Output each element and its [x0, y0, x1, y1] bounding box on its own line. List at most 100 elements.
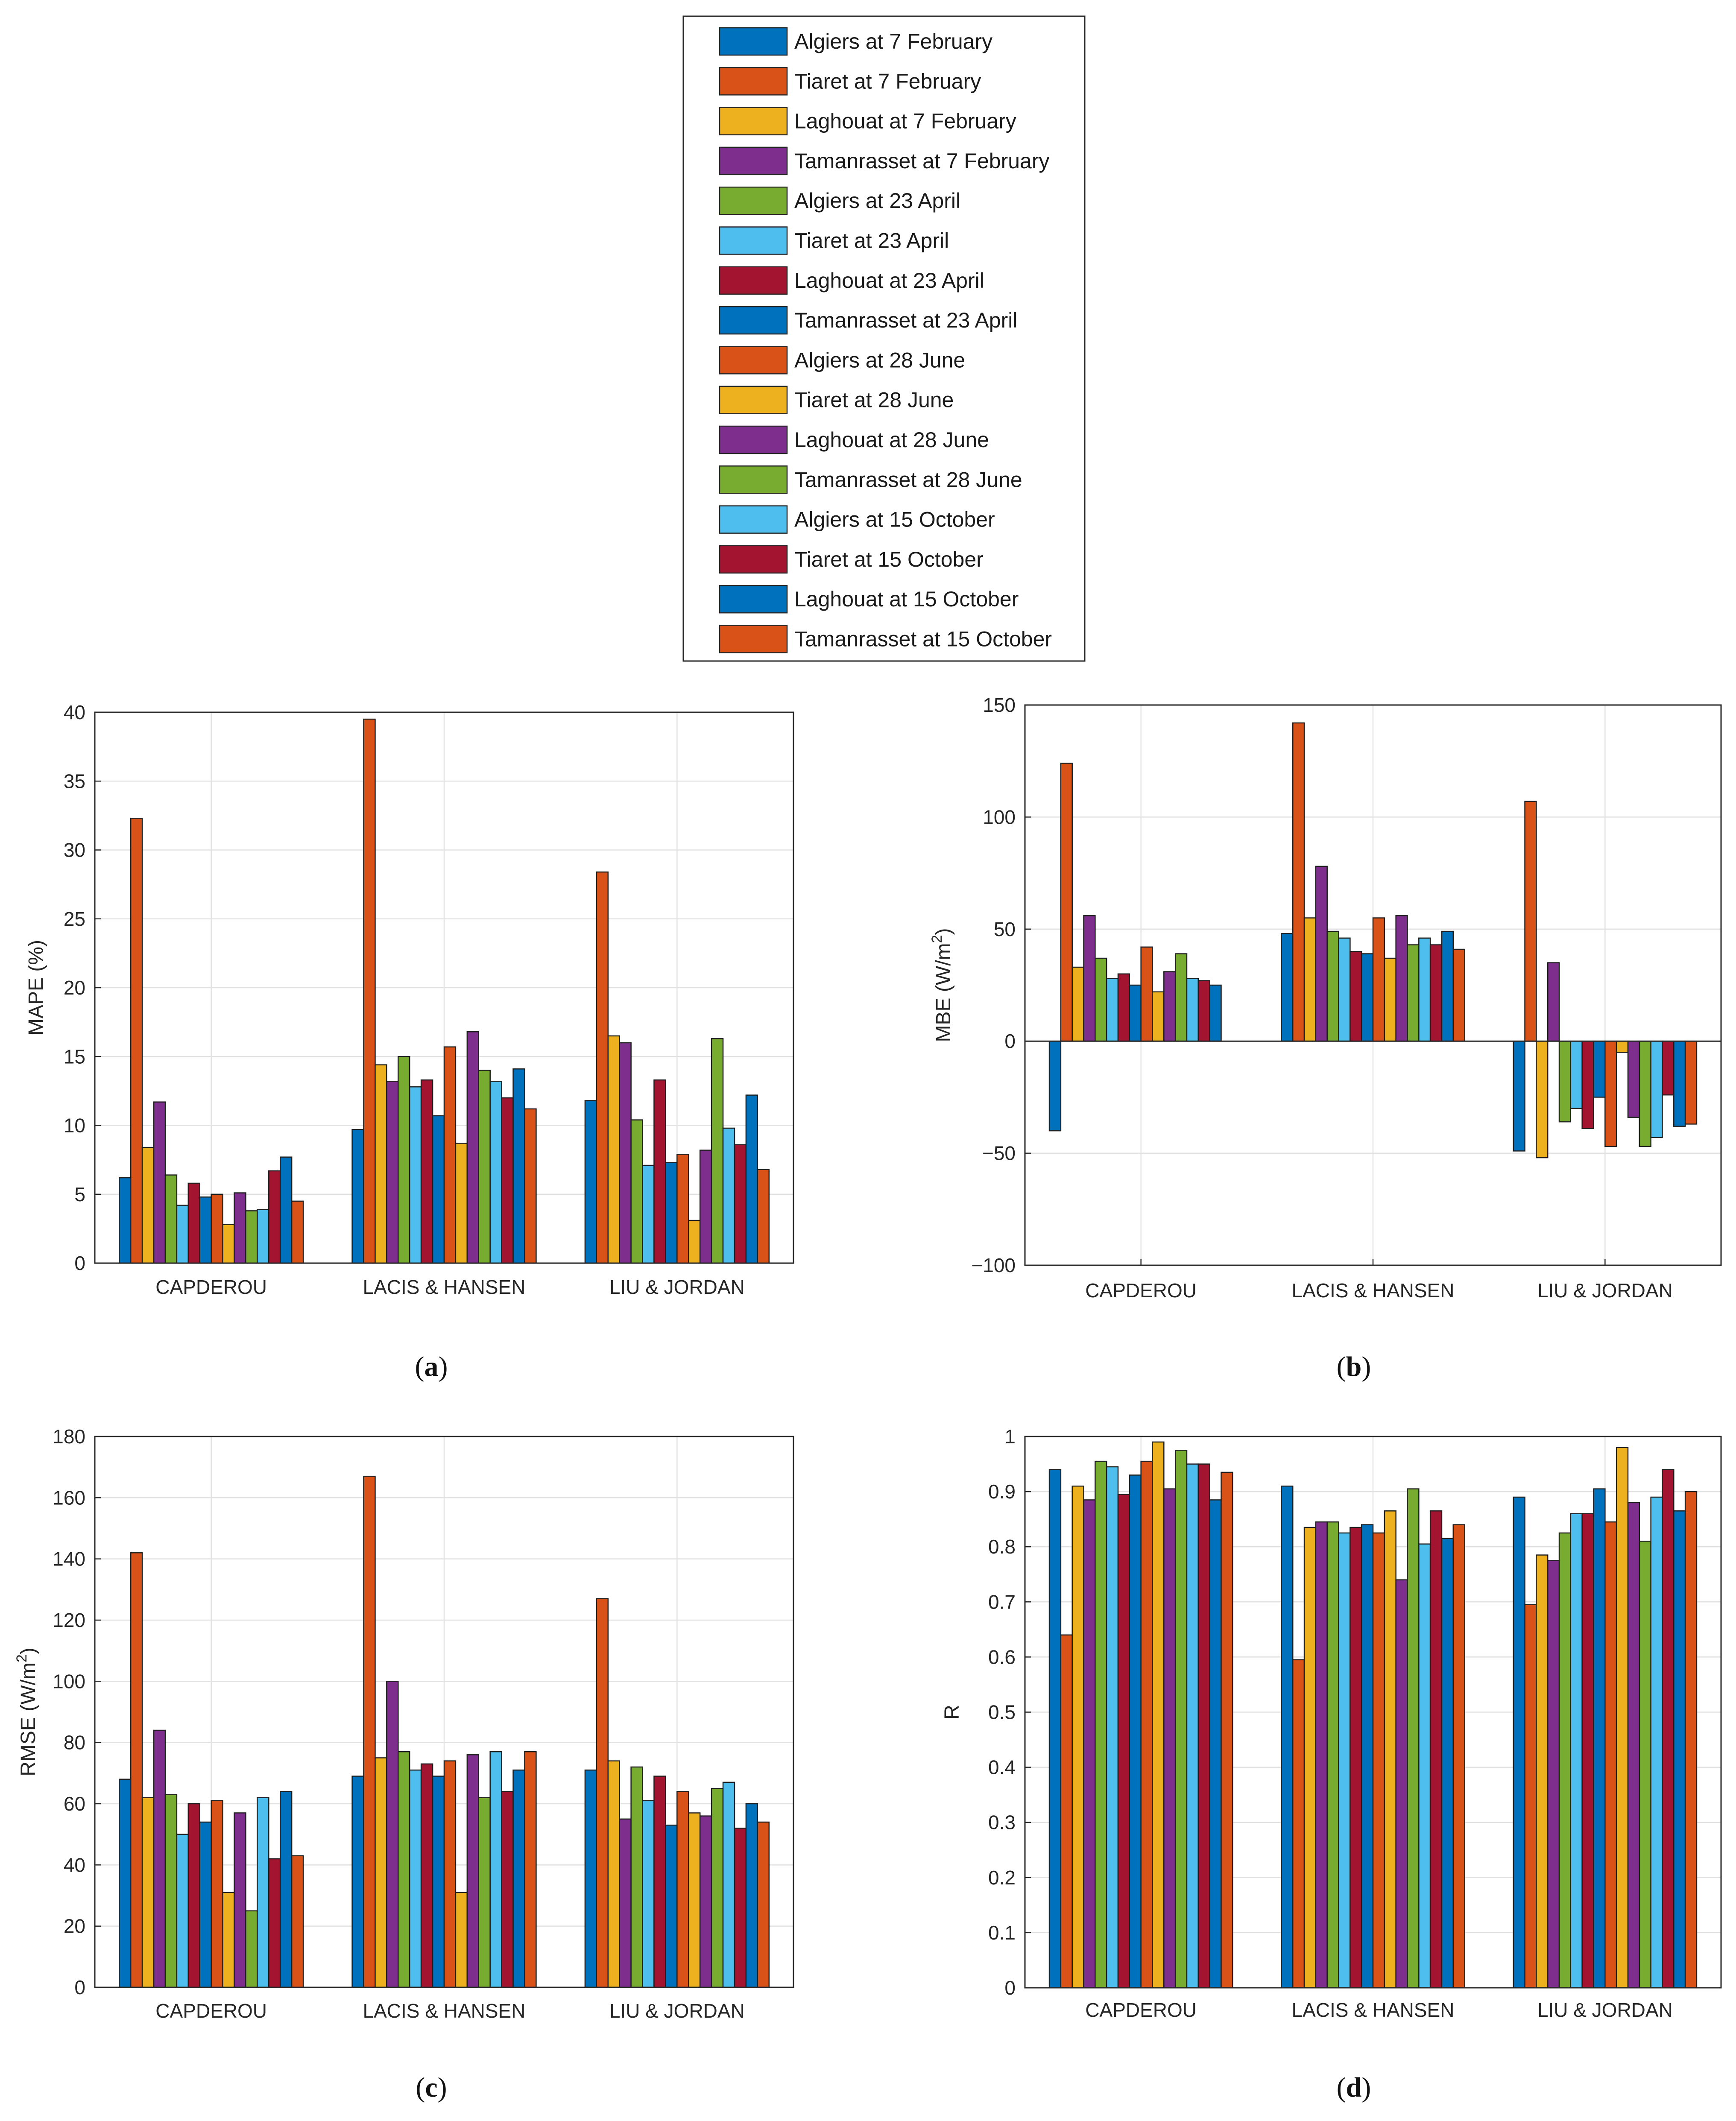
bar-a-1-4	[398, 1056, 410, 1264]
legend-label: Tamanrasset at 23 April	[794, 308, 1018, 332]
bar-b-1-12	[1418, 937, 1431, 1042]
bar-c-1-6	[420, 1763, 433, 1988]
bar-a-2-1	[596, 871, 609, 1264]
caption-letter: d	[1346, 2072, 1362, 2103]
bar-c-0-13	[268, 1858, 281, 1988]
bar-a-2-13	[734, 1144, 747, 1264]
bar-c-2-10	[699, 1815, 712, 1988]
bar-a-2-5	[642, 1164, 655, 1264]
bar-c-0-1	[130, 1552, 143, 1988]
bar-b-2-0	[1513, 1040, 1525, 1152]
legend-label: Tiaret at 7 February	[794, 69, 981, 93]
bar-c-2-0	[584, 1769, 597, 1988]
bar-b-1-5	[1338, 937, 1351, 1042]
legend-swatch	[719, 625, 788, 653]
ytick-label: 40	[64, 701, 85, 723]
ytick-label: 15	[64, 1045, 85, 1068]
bar-a-2-11	[711, 1038, 724, 1264]
bar-a-2-9	[688, 1220, 701, 1264]
bar-d-2-14	[1673, 1510, 1686, 1989]
ytick-label: 100	[983, 806, 1016, 828]
bar-d-2-2	[1536, 1554, 1549, 1989]
y-axis-label-text: MAPE (%)	[25, 940, 47, 1036]
ytick-label: 20	[64, 977, 85, 999]
category-label: LIU & JORDAN	[1537, 1999, 1673, 2021]
caption-close: )	[438, 2072, 447, 2103]
subfigure-caption: (d)	[1337, 2072, 1371, 2103]
legend-label: Tiaret at 28 June	[794, 388, 954, 412]
bar-a-0-15	[291, 1200, 304, 1264]
bar-c-2-13	[734, 1828, 747, 1988]
bar-c-2-11	[711, 1787, 724, 1988]
bar-c-0-14	[279, 1791, 293, 1988]
category-label: LACIS & HANSEN	[1292, 1279, 1455, 1302]
bar-c-0-0	[119, 1779, 132, 1988]
bar-d-2-12	[1650, 1496, 1663, 1989]
legend-swatch	[719, 585, 788, 614]
y-axis-label-text: MBE (W/m	[932, 943, 955, 1042]
category-label: LACIS & HANSEN	[1292, 1999, 1455, 2021]
legend-swatch	[719, 425, 788, 454]
caption-letter: a	[424, 1351, 439, 1382]
y-axis-label: R	[941, 1705, 963, 1720]
bar-b-0-4	[1095, 957, 1107, 1042]
bar-c-2-6	[653, 1776, 666, 1988]
bar-a-0-10	[234, 1192, 246, 1264]
bar-c-2-12	[722, 1782, 735, 1988]
bar-d-2-9	[1616, 1447, 1629, 1989]
bar-a-0-13	[268, 1170, 281, 1264]
y-axis-label-close: )	[17, 1647, 40, 1654]
bar-a-1-11	[478, 1070, 491, 1264]
legend-label: Tamanrasset at 15 October	[794, 627, 1052, 651]
legend-label: Tiaret at 23 April	[794, 229, 949, 253]
bar-d-0-14	[1209, 1499, 1222, 1989]
legend-label: Laghouat at 7 February	[794, 109, 1016, 133]
bar-a-2-10	[699, 1150, 712, 1264]
bar-a-2-8	[676, 1153, 689, 1264]
bar-b-1-4	[1326, 930, 1339, 1042]
bar-a-1-15	[524, 1108, 537, 1264]
caption-close: )	[439, 1351, 448, 1382]
ytick-label: 50	[994, 918, 1016, 940]
legend-swatch	[719, 146, 788, 176]
caption-letter: c	[425, 2072, 437, 2103]
bar-c-2-9	[688, 1812, 701, 1988]
bar-c-2-2	[607, 1760, 620, 1988]
bar-b-0-12	[1186, 978, 1199, 1042]
chart-panel-c: 0 20 40 60 80 100 120 140 160 180 CAPDEROU LACIS & …	[14, 1425, 794, 2022]
legend-swatch	[719, 107, 788, 135]
caption-open: (	[416, 2072, 425, 2103]
bar-d-1-2	[1303, 1527, 1317, 1989]
bar-b-0-6	[1117, 973, 1130, 1042]
ytick-label: 100	[53, 1670, 85, 1692]
bar-a-0-4	[164, 1174, 178, 1264]
ytick-label: 0.8	[988, 1536, 1016, 1558]
ytick-label: 20	[64, 1915, 85, 1937]
bar-d-2-7	[1593, 1488, 1606, 1989]
legend-label: Laghouat at 23 April	[794, 269, 984, 293]
bar-b-0-3	[1083, 915, 1096, 1042]
bar-c-0-7	[199, 1821, 212, 1988]
bar-b-1-11	[1407, 944, 1420, 1042]
bar-d-0-0	[1048, 1469, 1062, 1989]
bar-c-1-8	[443, 1760, 457, 1988]
y-axis-label-text: RMSE (W/m	[17, 1662, 40, 1776]
chart-panel-a: 0 5 10 15 20 25 30 35 40 CAPDEROU LACIS & HANSEN LI…	[25, 701, 794, 1298]
legend-label: Tamanrasset at 28 June	[794, 468, 1022, 491]
bar-b-0-13	[1197, 980, 1210, 1042]
ytick-label: 150	[983, 694, 1016, 716]
bar-a-0-8	[211, 1194, 223, 1264]
bar-a-1-10	[466, 1031, 480, 1264]
ytick-label: 0	[74, 1252, 85, 1274]
ytick-label: 0	[1004, 1977, 1016, 1999]
legend-label: Algiers at 23 April	[794, 189, 960, 213]
bar-c-0-15	[291, 1855, 304, 1988]
bar-d-2-3	[1547, 1560, 1560, 1989]
bar-d-0-7	[1129, 1474, 1142, 1989]
y-axis-label-text: R	[941, 1705, 963, 1720]
bar-d-2-4	[1558, 1532, 1572, 1989]
bar-d-0-2	[1071, 1485, 1084, 1989]
bar-c-2-1	[596, 1598, 609, 1988]
